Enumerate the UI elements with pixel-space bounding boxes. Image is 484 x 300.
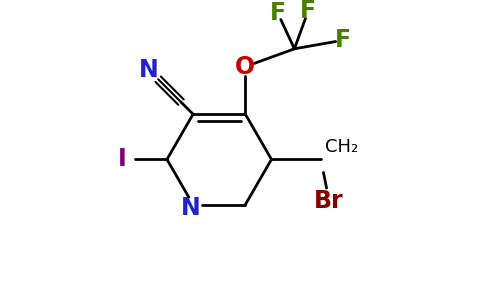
Text: Br: Br bbox=[314, 189, 343, 213]
Text: F: F bbox=[300, 0, 316, 23]
Text: N: N bbox=[182, 196, 201, 220]
Text: F: F bbox=[270, 1, 286, 25]
Text: I: I bbox=[118, 147, 127, 171]
Text: F: F bbox=[335, 28, 351, 52]
Text: CH₂: CH₂ bbox=[325, 138, 358, 156]
Text: N: N bbox=[139, 58, 159, 82]
Text: O: O bbox=[235, 55, 256, 79]
